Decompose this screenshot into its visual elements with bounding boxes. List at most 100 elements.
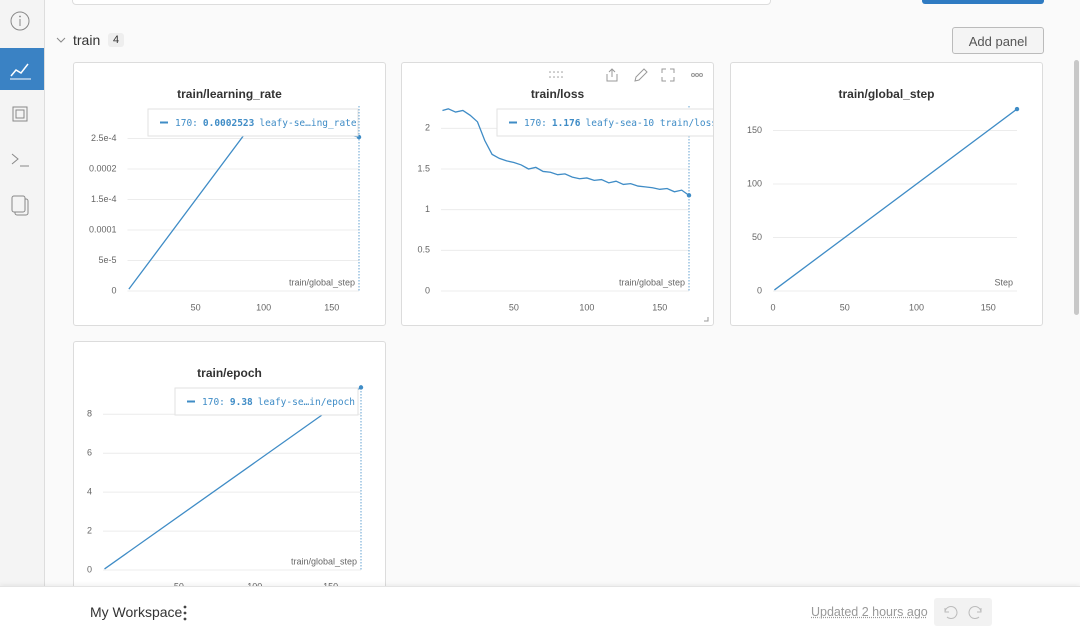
y-tick-label: 0 xyxy=(757,285,762,295)
tooltip-step: 170: xyxy=(202,397,225,408)
y-tick-label: 0.5 xyxy=(417,245,430,255)
workspace-name[interactable]: My Workspace xyxy=(90,604,183,620)
chart: train/global_step 0 50 100 150 0 50 100 150 Step xyxy=(747,87,1020,312)
series-line xyxy=(128,113,360,290)
series-line xyxy=(442,108,690,196)
tooltip: 170: 0.0002523 leafy-se…ing_rate xyxy=(147,108,359,137)
y-tick-label: 5e-5 xyxy=(98,255,116,265)
edit-icon[interactable] xyxy=(634,68,648,82)
chart-panel[interactable]: train/epoch0246850100150170:9.38leafy-se… xyxy=(73,341,386,605)
y-tick-label: 50 xyxy=(752,232,762,242)
chart-panel[interactable]: train/global_step 0 50 100 150 0 50 100 150 Step xyxy=(730,62,1043,326)
undo-redo xyxy=(934,598,992,626)
tooltip-box xyxy=(496,108,713,137)
x-tick-label: 150 xyxy=(324,302,339,312)
y-tick-label: 1.5 xyxy=(417,163,430,173)
x-axis-label-bg xyxy=(992,276,1015,289)
tooltip-run: leafy-sea-10 train/loss xyxy=(586,118,715,129)
y-tick-label: 0 xyxy=(425,285,430,295)
chart-title: train/learning_rate xyxy=(177,87,282,101)
x-tick-label: 0 xyxy=(770,302,775,312)
x-tick-label: 100 xyxy=(256,302,271,312)
chart-panel[interactable]: train/learning_rate 0 5e-5 0.0001 1.5e-4 0.00… xyxy=(73,62,386,326)
redo-icon[interactable] xyxy=(968,606,982,619)
y-tick-label: 8 xyxy=(87,409,92,419)
x-tick-label: 50 xyxy=(191,302,201,312)
tooltip-text: 170: 9.38 leafy-se…in/epoch xyxy=(202,397,355,408)
y-tick-label: 0 xyxy=(111,285,116,295)
tooltip-value: 9.38 xyxy=(230,397,253,408)
x-axis-label: train/global_step xyxy=(289,277,355,287)
tooltip-text: 170: 1.176 leafy-sea-10 train/loss xyxy=(524,118,714,129)
x-axis-label-bg xyxy=(286,276,357,289)
x-tick-label: 100 xyxy=(909,302,924,312)
system-icon[interactable] xyxy=(12,106,28,122)
updated-status[interactable]: Updated 2 hours ago xyxy=(811,605,928,619)
footer: My Workspace Updated 2 hours ago xyxy=(0,586,1080,635)
end-point xyxy=(686,193,692,198)
x-axis-label: Step xyxy=(994,277,1013,287)
undo-redo-icons xyxy=(944,606,982,619)
tooltip: 170: 1.176 leafy-sea-10 train/loss xyxy=(496,108,714,137)
y-tick-label: 2 xyxy=(425,123,430,133)
workspace-menu[interactable] xyxy=(181,604,189,622)
charts-icon xyxy=(10,63,29,77)
tooltip-box xyxy=(147,108,359,137)
info-icon[interactable] xyxy=(10,11,30,31)
expand-icon[interactable] xyxy=(661,68,675,82)
drag-handle[interactable] xyxy=(549,71,563,78)
y-tick-label: 4 xyxy=(87,487,92,497)
y-tick-label: 0 xyxy=(87,564,92,574)
x-tick-label: 150 xyxy=(981,302,996,312)
y-tick-label: 0.0002 xyxy=(89,163,117,173)
chart: train/loss 0 0.5 1 1.5 2 50 100 150 170: 1.176 leaf… xyxy=(417,87,714,322)
active-tab[interactable] xyxy=(0,48,44,90)
end-point xyxy=(1014,106,1020,112)
chart-panel[interactable]: train/loss 0 0.5 1 1.5 2 50 100 150 170: 1.176 leaf… xyxy=(401,62,714,326)
y-tick-label: 100 xyxy=(747,178,762,188)
undo-icon[interactable] xyxy=(944,606,958,619)
resize-handle xyxy=(704,317,709,322)
y-tick-label: 6 xyxy=(87,448,92,458)
y-tick-label: 1.5e-4 xyxy=(91,194,117,204)
collapse-chevron[interactable] xyxy=(55,33,67,47)
share-icon[interactable] xyxy=(606,68,618,82)
y-tick-label: 0.0001 xyxy=(89,224,117,234)
x-tick-label: 100 xyxy=(579,302,594,312)
tooltip-box xyxy=(174,387,359,416)
add-panel-button[interactable]: Add panel xyxy=(952,27,1044,54)
tooltip-step: 170: xyxy=(175,118,198,129)
tooltip-value: 1.176 xyxy=(552,118,581,129)
tooltip: 170: 9.38 leafy-se…in/epoch xyxy=(174,387,359,416)
section-count: 4 xyxy=(108,33,125,47)
x-axis-label-bg xyxy=(616,276,687,289)
x-axis-label-bg xyxy=(288,555,359,568)
tooltip-run: leafy-se…in/epoch xyxy=(258,397,355,408)
chart: train/epoch0246850100150170:9.38leafy-se… xyxy=(87,366,364,591)
search-box[interactable] xyxy=(72,0,771,5)
tooltip-value: 0.0002523 xyxy=(203,118,255,129)
y-tick-label: 2 xyxy=(87,525,92,535)
y-tick-label: 1 xyxy=(425,204,430,214)
x-axis-label: train/global_step xyxy=(291,556,357,566)
panel-toolbar xyxy=(549,68,703,82)
y-tick-label: 150 xyxy=(747,125,762,135)
tooltip-text: 170: 0.0002523 leafy-se…ing_rate xyxy=(175,118,357,129)
x-tick-label: 150 xyxy=(652,302,667,312)
x-tick-label: 50 xyxy=(509,302,519,312)
x-tick-label: 50 xyxy=(840,302,850,312)
sidebar xyxy=(0,0,45,586)
section-title[interactable]: train xyxy=(73,32,101,48)
series-line xyxy=(774,108,1018,291)
logs-icon[interactable] xyxy=(11,153,29,167)
chart: train/learning_rate 0 5e-5 0.0001 1.5e-4 0.00… xyxy=(89,87,362,312)
scrollbar[interactable] xyxy=(1074,60,1079,315)
chart-title: train/global_step xyxy=(838,87,934,101)
sidebar-icons xyxy=(0,11,44,216)
series-line xyxy=(104,386,362,570)
primary-button[interactable] xyxy=(922,0,1044,4)
tooltip-step: 170: xyxy=(524,118,547,129)
more-icon[interactable] xyxy=(691,73,703,77)
files-icon[interactable] xyxy=(11,195,29,216)
